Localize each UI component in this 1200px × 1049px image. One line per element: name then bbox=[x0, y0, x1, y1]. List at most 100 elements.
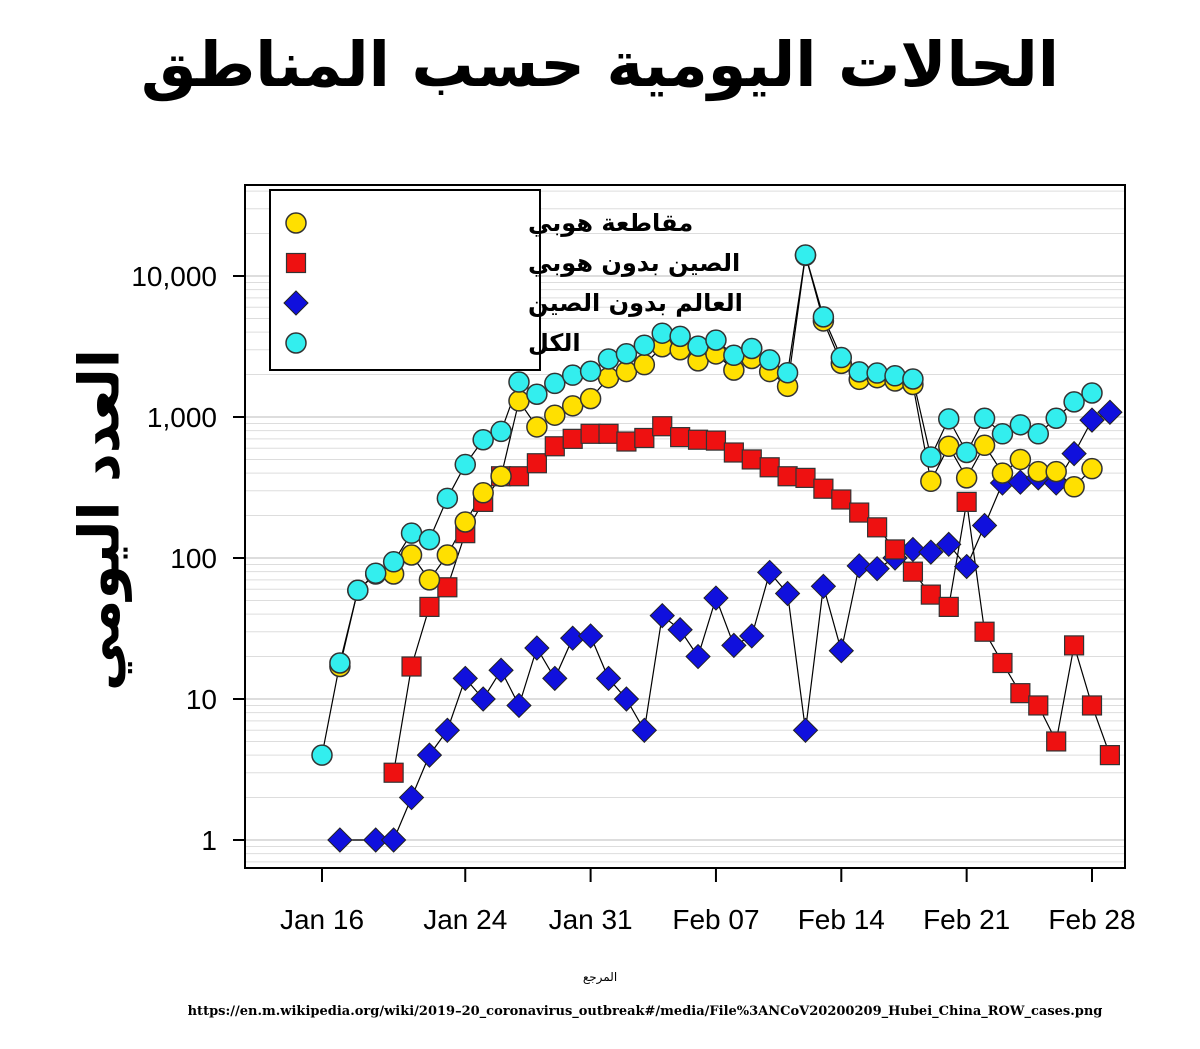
data-point-china_ex_hubei bbox=[938, 596, 959, 617]
data-point-china_ex_hubei bbox=[795, 467, 816, 488]
data-point-hubei bbox=[490, 465, 512, 488]
data-point-total bbox=[633, 334, 656, 356]
data-point-total bbox=[866, 362, 888, 384]
data-point-world_ex_china bbox=[703, 585, 729, 611]
data-point-total bbox=[508, 371, 530, 393]
data-point-china_ex_hubei bbox=[580, 423, 601, 444]
data-point-hubei bbox=[1027, 460, 1050, 483]
data-point-china_ex_hubei bbox=[1063, 635, 1085, 656]
data-point-china_ex_hubei bbox=[1081, 695, 1103, 716]
data-point-world_ex_china bbox=[828, 638, 855, 664]
data-point-total bbox=[758, 349, 781, 371]
data-point-world_ex_china bbox=[756, 559, 783, 586]
data-point-total bbox=[937, 408, 960, 430]
data-point-world_ex_china bbox=[774, 580, 801, 607]
y-tick-label: 100 bbox=[170, 543, 217, 574]
data-point-world_ex_china bbox=[649, 602, 675, 629]
chart-title: الحالات اليومية حسب المناطق bbox=[140, 28, 1060, 101]
legend-marker-china_ex_hubei bbox=[285, 252, 307, 274]
data-point-china_ex_hubei bbox=[526, 453, 547, 474]
legend-marker-world_ex_china bbox=[283, 290, 309, 316]
data-point-world_ex_china bbox=[953, 553, 980, 580]
x-tick-label: Jan 31 bbox=[549, 904, 633, 935]
data-point-hubei bbox=[544, 404, 566, 426]
data-point-world_ex_china bbox=[416, 742, 443, 768]
data-point-china_ex_hubei bbox=[723, 442, 744, 463]
data-point-china_ex_hubei bbox=[884, 539, 906, 560]
data-point-china_ex_hubei bbox=[634, 427, 655, 449]
legend-marker-total bbox=[285, 332, 307, 354]
data-point-total bbox=[848, 361, 870, 383]
data-point-total bbox=[794, 244, 817, 266]
legend-box bbox=[269, 189, 541, 371]
data-point-world_ex_china bbox=[971, 512, 998, 539]
data-point-world_ex_china bbox=[631, 717, 658, 743]
data-point-world_ex_china bbox=[363, 827, 389, 853]
series-china_ex_hubei bbox=[383, 416, 1121, 783]
data-point-world_ex_china bbox=[739, 623, 765, 649]
data-point-china_ex_hubei bbox=[741, 449, 762, 470]
data-point-total bbox=[526, 383, 548, 405]
data-point-hubei bbox=[615, 360, 638, 383]
data-point-china_ex_hubei bbox=[437, 577, 458, 598]
data-point-world_ex_china bbox=[434, 717, 461, 743]
data-point-china_ex_hubei bbox=[974, 621, 995, 642]
series-world_ex_china bbox=[327, 399, 1123, 853]
data-point-china_ex_hubei bbox=[1046, 731, 1067, 752]
data-point-china_ex_hubei bbox=[598, 423, 619, 444]
data-point-china_ex_hubei bbox=[1010, 683, 1031, 704]
data-point-china_ex_hubei bbox=[992, 652, 1013, 674]
data-point-total bbox=[561, 364, 584, 386]
data-point-total bbox=[741, 337, 763, 360]
data-point-total bbox=[1081, 382, 1103, 404]
data-point-total bbox=[1063, 391, 1085, 413]
data-point-world_ex_china bbox=[936, 531, 962, 558]
data-point-total bbox=[687, 335, 709, 357]
data-point-world_ex_china bbox=[577, 623, 604, 649]
data-point-china_ex_hubei bbox=[705, 430, 727, 451]
data-point-world_ex_china bbox=[918, 539, 944, 565]
data-point-hubei bbox=[1009, 448, 1032, 471]
data-point-hubei bbox=[454, 511, 477, 533]
data-point-china_ex_hubei bbox=[616, 431, 637, 452]
data-point-china_ex_hubei bbox=[401, 656, 422, 677]
data-point-total bbox=[991, 423, 1014, 445]
y-tick-label: 1,000 bbox=[147, 402, 217, 433]
plot-frame bbox=[244, 184, 1126, 869]
x-tick-label: Jan 16 bbox=[280, 904, 364, 935]
x-tick-label: Feb 14 bbox=[798, 904, 885, 935]
data-point-hubei bbox=[526, 416, 548, 438]
data-point-world_ex_china bbox=[398, 784, 425, 811]
series-layer bbox=[311, 244, 1123, 853]
data-point-world_ex_china bbox=[1097, 399, 1123, 425]
data-point-world_ex_china bbox=[380, 827, 407, 853]
data-point-china_ex_hubei bbox=[687, 429, 709, 450]
reference-label: المرجع bbox=[582, 970, 618, 984]
data-point-total bbox=[812, 306, 835, 328]
data-point-hubei bbox=[973, 434, 996, 457]
data-point-china_ex_hubei bbox=[956, 491, 977, 512]
data-point-hubei bbox=[400, 544, 423, 566]
data-point-hubei bbox=[1045, 460, 1067, 483]
data-point-hubei bbox=[436, 544, 459, 566]
data-point-world_ex_china bbox=[846, 553, 872, 579]
axes: 1 10 100 1,000 10,000 Jan 16 Jan 24 Jan 31 Feb 0… bbox=[131, 261, 1135, 935]
reference-url[interactable]: https://en.m.wikipedia.org/wiki/2019–20_… bbox=[187, 1004, 1103, 1019]
data-point-world_ex_china bbox=[667, 617, 693, 643]
legend-label-hubei: مقاطعة هوبي bbox=[528, 209, 693, 237]
data-point-china_ex_hubei bbox=[562, 428, 583, 449]
data-point-world_ex_china bbox=[792, 717, 819, 743]
data-point-world_ex_china bbox=[327, 827, 353, 853]
data-point-total bbox=[400, 522, 423, 544]
data-point-china_ex_hubei bbox=[652, 416, 673, 437]
data-point-world_ex_china bbox=[721, 632, 747, 659]
data-point-china_ex_hubei bbox=[777, 466, 798, 487]
data-point-china_ex_hubei bbox=[670, 427, 691, 448]
data-point-china_ex_hubei bbox=[508, 466, 530, 487]
data-point-hubei bbox=[597, 366, 620, 389]
data-point-china_ex_hubei bbox=[759, 457, 780, 478]
data-point-world_ex_china bbox=[524, 635, 550, 661]
data-point-china_ex_hubei bbox=[902, 561, 924, 582]
data-point-total bbox=[597, 348, 620, 370]
